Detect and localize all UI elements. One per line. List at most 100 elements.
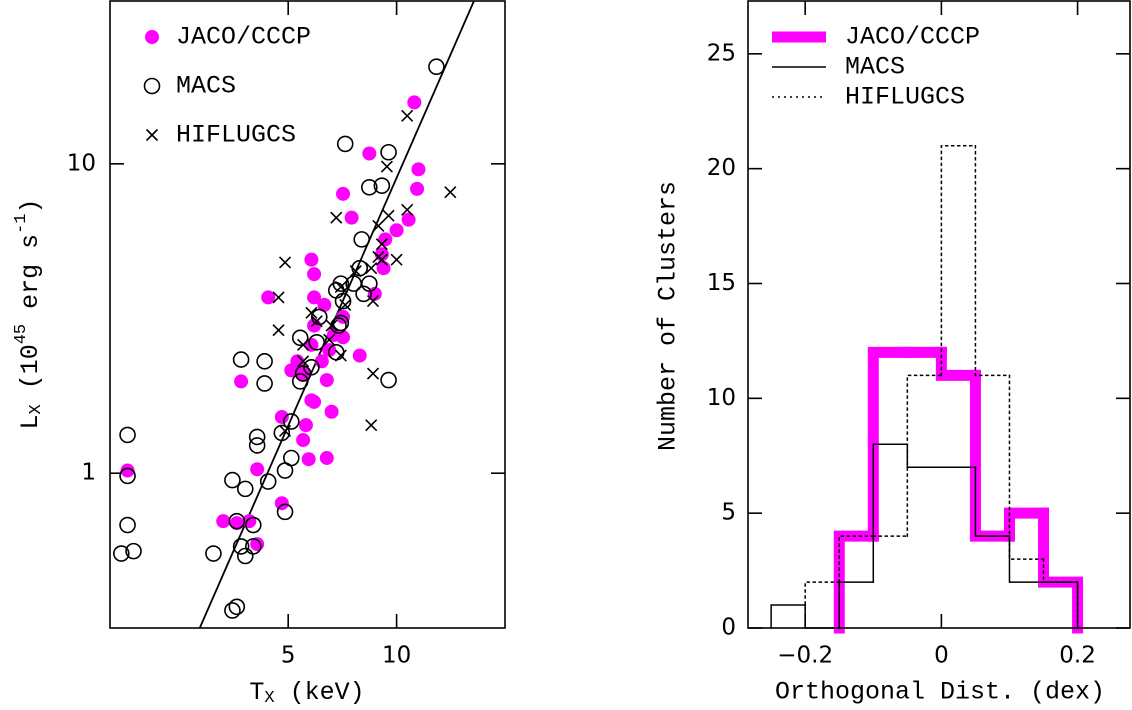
point — [378, 232, 393, 247]
point — [274, 496, 289, 511]
y-tick-label: 20 — [707, 155, 736, 181]
point — [248, 428, 266, 446]
point — [330, 211, 343, 224]
y-tick-label: 10 — [707, 385, 736, 411]
point — [278, 256, 292, 269]
point — [366, 367, 380, 380]
point — [323, 333, 336, 346]
point — [336, 135, 354, 153]
point — [428, 58, 445, 76]
point — [307, 394, 322, 409]
histogram-step — [906, 374, 943, 537]
point — [307, 318, 322, 333]
point — [307, 290, 322, 305]
point — [119, 516, 136, 534]
point — [390, 253, 403, 266]
point — [365, 419, 378, 432]
histogram-step — [804, 581, 840, 629]
point — [407, 95, 422, 110]
point — [372, 250, 385, 264]
point — [282, 413, 300, 430]
point — [119, 467, 136, 485]
legend-label: MACS — [176, 72, 236, 101]
point — [228, 598, 246, 616]
point — [401, 109, 414, 122]
point — [256, 375, 273, 392]
point — [353, 231, 371, 248]
point — [244, 516, 262, 534]
point — [125, 542, 142, 560]
point — [284, 363, 299, 378]
point — [334, 280, 347, 294]
point — [261, 290, 276, 305]
point — [380, 160, 393, 173]
point — [236, 547, 254, 565]
point — [224, 471, 241, 489]
point — [120, 463, 135, 478]
point — [375, 238, 388, 251]
point — [229, 516, 244, 531]
point — [336, 186, 351, 201]
point — [224, 602, 241, 619]
point — [366, 295, 380, 308]
x-axis-label: Orthogonal Dist. (dex) — [775, 678, 1105, 707]
point — [361, 275, 378, 292]
point — [382, 209, 395, 222]
point — [113, 545, 130, 562]
legend-label: HIFLUGCS — [176, 121, 296, 150]
x-tick-label: 10 — [382, 643, 411, 669]
histogram-step — [974, 466, 1011, 537]
y-tick-label: 0 — [721, 615, 736, 641]
point — [297, 355, 310, 368]
point — [310, 315, 323, 328]
point — [444, 186, 457, 199]
point — [372, 219, 385, 232]
histogram-step — [974, 144, 1011, 377]
point — [291, 329, 309, 347]
x-tick-label: 0 — [934, 643, 949, 669]
point — [389, 223, 404, 238]
y-label-sup: 45 — [12, 324, 31, 344]
point — [307, 267, 322, 282]
point — [273, 424, 291, 442]
point — [272, 291, 285, 304]
legend-label: JACO/CCCP — [845, 23, 980, 52]
point — [401, 203, 414, 216]
y-label-part: ) — [16, 198, 45, 213]
point — [319, 373, 334, 388]
histogram-step — [838, 535, 875, 583]
point — [319, 450, 334, 465]
y-label-part: L — [16, 415, 45, 430]
point — [298, 418, 313, 433]
histogram-step — [906, 443, 943, 468]
x-tick-label: −0.2 — [777, 643, 833, 669]
histogram-step — [1042, 581, 1079, 629]
point — [296, 433, 311, 448]
legend-marker — [145, 128, 159, 142]
point — [410, 181, 425, 196]
point — [228, 512, 246, 530]
y-tick-label: 10 — [67, 150, 96, 176]
point — [334, 292, 352, 310]
point — [291, 373, 309, 390]
point — [308, 333, 326, 351]
point — [276, 462, 294, 479]
point — [305, 306, 318, 319]
point — [325, 319, 338, 332]
y-label-part: erg s — [16, 234, 45, 324]
scatter-panel: 5 10 1 10 JACO/CCCP MACS HIFLUGCS — [67, 1, 505, 669]
point — [334, 349, 347, 362]
histogram-step — [1042, 558, 1079, 629]
point — [304, 337, 319, 352]
histogram-step — [1038, 507, 1084, 634]
point — [349, 265, 362, 278]
point — [355, 285, 372, 303]
legend-label: JACO/CCCP — [176, 23, 311, 52]
legend-marker — [145, 30, 159, 44]
point — [276, 503, 294, 521]
legend-label: MACS — [845, 53, 905, 82]
point — [324, 404, 339, 419]
point — [380, 143, 397, 161]
